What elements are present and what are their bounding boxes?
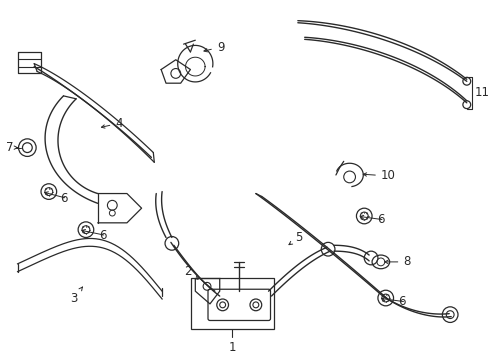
Text: 4: 4 <box>101 117 122 130</box>
Text: 5: 5 <box>288 231 302 245</box>
Text: 6: 6 <box>99 229 106 242</box>
Text: 1: 1 <box>228 341 236 354</box>
Text: 3: 3 <box>70 287 82 305</box>
Text: 6: 6 <box>398 296 405 309</box>
Text: 2: 2 <box>183 265 198 279</box>
Text: 11: 11 <box>474 86 488 99</box>
Text: 8: 8 <box>384 255 410 269</box>
Text: 6: 6 <box>60 192 67 205</box>
Text: 9: 9 <box>203 41 224 54</box>
Text: 10: 10 <box>363 170 395 183</box>
Text: 7: 7 <box>6 141 14 154</box>
Text: 6: 6 <box>376 213 384 226</box>
Bar <box>191 279 274 329</box>
